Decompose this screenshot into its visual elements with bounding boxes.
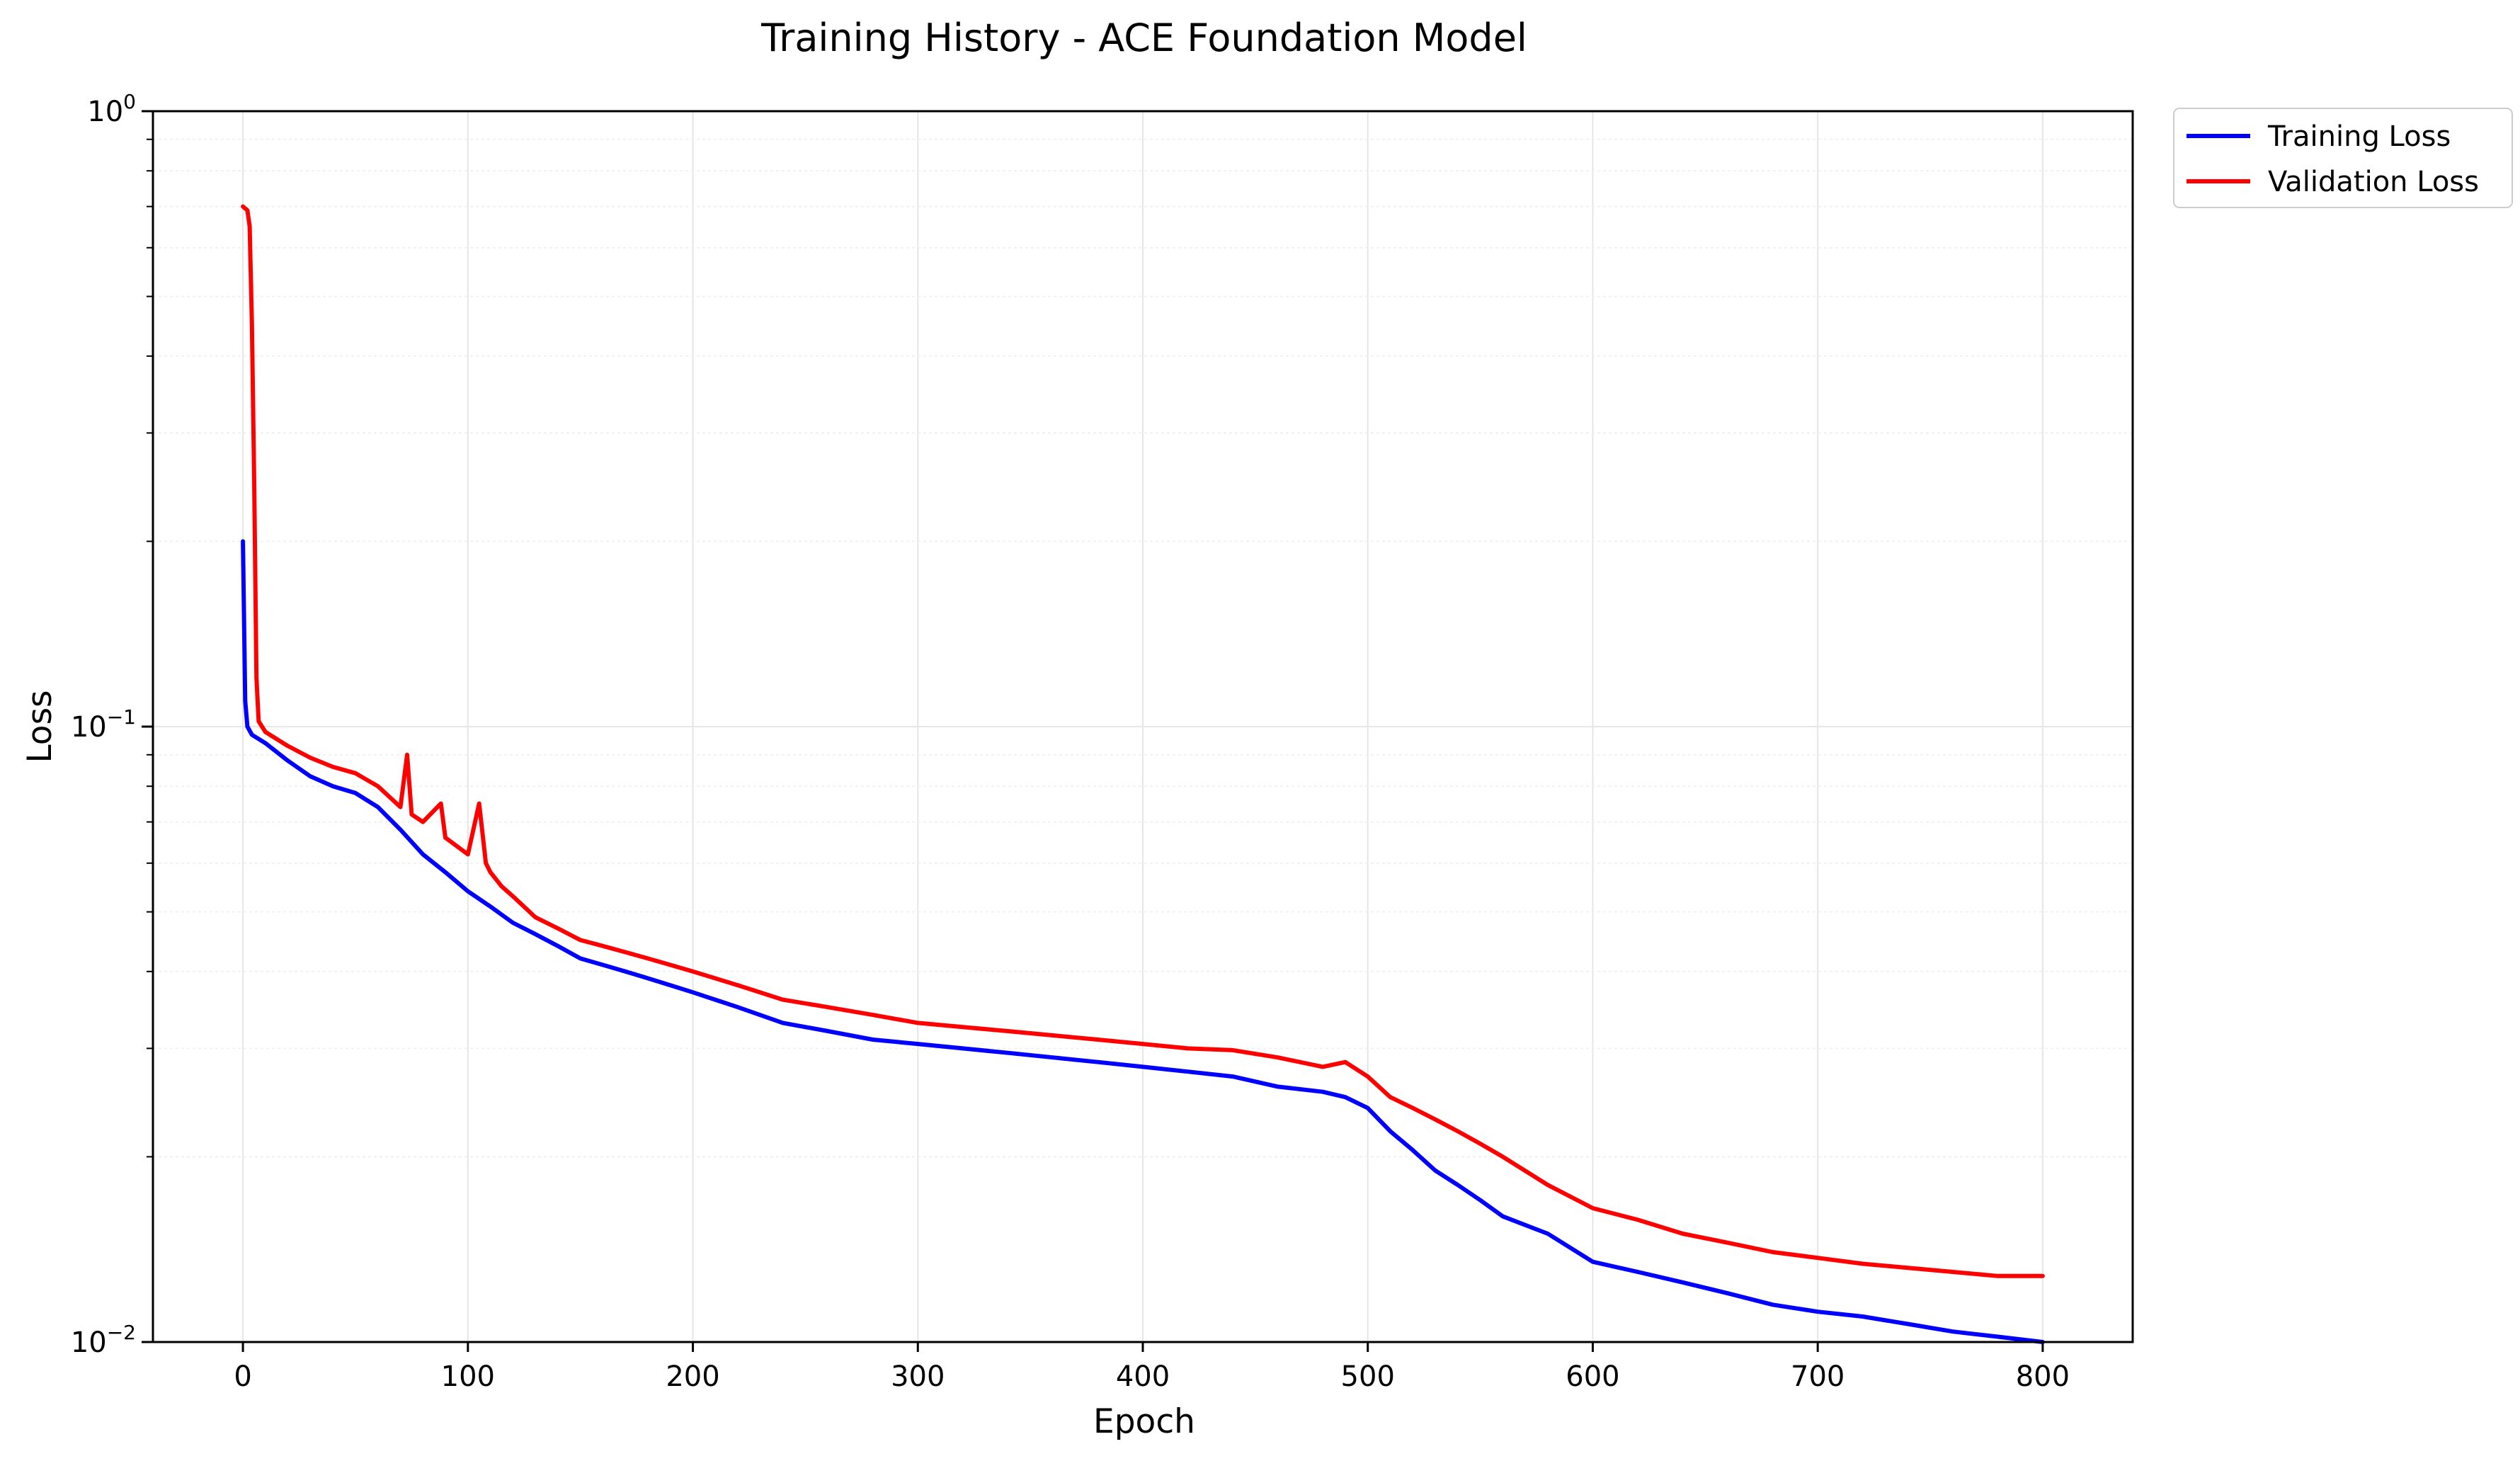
legend-label-validation-loss: Validation Loss [2268,166,2479,198]
series-group [241,204,2045,1344]
series-line-validation-loss [241,204,2045,1278]
x-tick-label: 100 [441,1360,495,1393]
y-axis-ticks: 100 10−1 10−2 [71,90,153,1359]
grid-lines [153,110,2133,1343]
x-tick-label: 800 [2016,1360,2070,1393]
y-axis-label: Loss [21,690,59,763]
x-tick-label: 200 [666,1360,719,1393]
x-tick-label: 0 [234,1360,251,1393]
y-tick-label: 100 [87,90,136,128]
x-tick-label: 300 [891,1360,945,1393]
x-axis-label: Epoch [1093,1402,1195,1441]
chart-title: Training History - ACE Foundation Model [760,16,1527,60]
legend-box [2173,108,2513,208]
legend-label-training-loss: Training Loss [2267,120,2451,153]
x-tick-label: 500 [1341,1360,1395,1393]
y-tick-label: 10−1 [71,705,136,744]
x-tick-label: 700 [1791,1360,1845,1393]
series-line-training-loss [241,539,2045,1344]
y-tick-label: 10−2 [71,1321,136,1359]
x-axis-ticks: 0 100 200 300 400 500 600 700 800 [234,1342,2070,1393]
x-tick-label: 400 [1116,1360,1170,1393]
x-tick-label: 600 [1566,1360,1619,1393]
legend: Training Loss Validation Loss [2173,108,2513,208]
